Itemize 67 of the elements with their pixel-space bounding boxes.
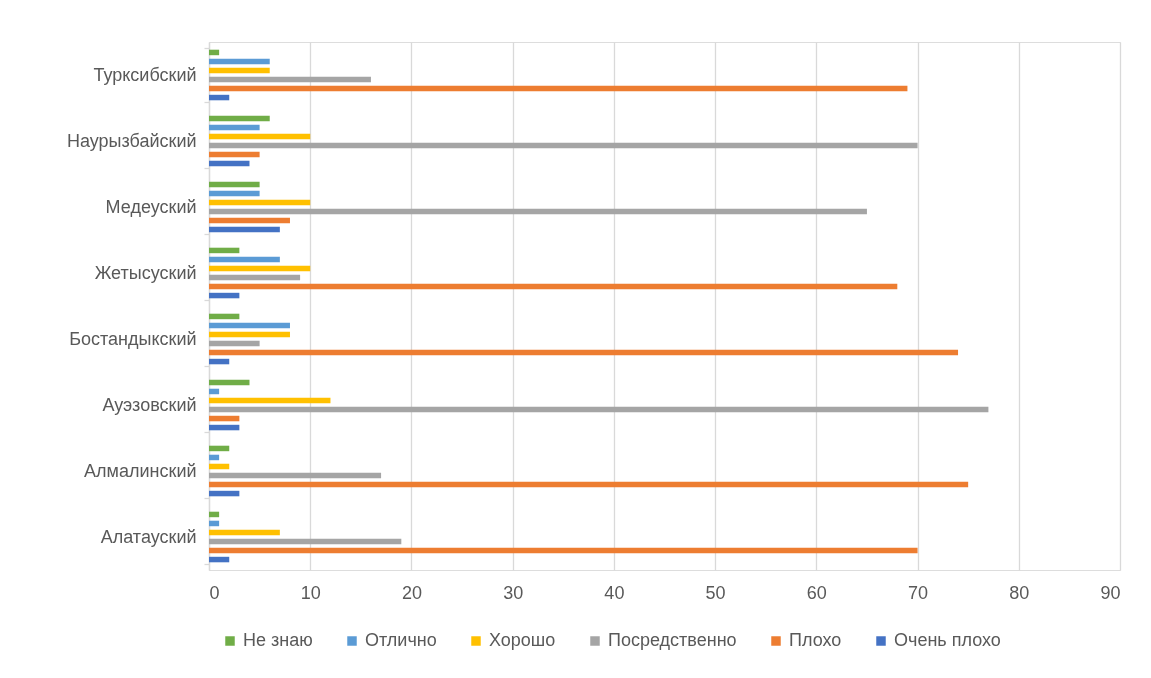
bar	[209, 445, 230, 452]
bar	[209, 538, 402, 545]
bar	[209, 142, 918, 149]
bar	[209, 283, 898, 290]
y-tick-label: Наурызбайский	[66, 130, 197, 151]
y-tick-label: Ауэзовский	[102, 394, 197, 415]
y-tick-label: Турксибский	[93, 64, 197, 85]
bar	[209, 331, 290, 338]
bar	[209, 481, 969, 488]
x-tick-label: 90	[1100, 582, 1121, 603]
bar	[209, 208, 867, 215]
x-tick-label: 10	[300, 582, 321, 603]
x-tick-label: 20	[401, 582, 422, 603]
bar	[209, 397, 331, 404]
bar	[209, 217, 290, 224]
x-tick-label: 30	[503, 582, 524, 603]
y-tick-label: Жетысуский	[94, 262, 197, 283]
x-tick-label: 80	[1009, 582, 1030, 603]
legend-label: Посредственно	[608, 630, 737, 650]
bar	[209, 58, 270, 65]
bar	[209, 115, 270, 122]
legend-label: Отлично	[365, 630, 437, 650]
bar	[209, 322, 290, 329]
bar	[209, 85, 908, 92]
bar	[209, 490, 240, 497]
bar	[209, 313, 240, 320]
bar	[209, 463, 230, 470]
bar	[209, 256, 280, 263]
bar	[209, 292, 240, 299]
bar	[209, 67, 270, 74]
bar	[209, 379, 250, 386]
legend-label: Не знаю	[243, 630, 313, 650]
bar	[209, 340, 260, 347]
bar	[209, 358, 230, 365]
y-tick-label: Алатауский	[100, 526, 197, 547]
y-tick-label: Алмалинский	[84, 460, 197, 481]
bar	[209, 199, 311, 206]
x-tick-label: 0	[209, 582, 220, 603]
bar	[209, 424, 240, 431]
bar	[209, 415, 240, 422]
bar	[209, 76, 371, 83]
bar	[209, 181, 260, 188]
x-tick-label: 60	[806, 582, 827, 603]
x-tick-label: 40	[604, 582, 625, 603]
bar	[209, 226, 280, 233]
legend-label: Очень плохо	[894, 630, 1001, 650]
bar	[209, 274, 301, 281]
y-tick-label: Бостандыкский	[69, 328, 197, 349]
bar	[209, 247, 240, 254]
bar	[209, 190, 260, 197]
bar	[209, 124, 260, 131]
bar	[209, 151, 260, 158]
bar	[209, 529, 280, 536]
bar	[209, 94, 230, 101]
y-tick-label: Медеуский	[105, 196, 197, 217]
bar	[209, 406, 989, 413]
bar	[209, 472, 382, 479]
bar	[209, 133, 311, 140]
bar	[209, 349, 959, 356]
legend-label: Хорошо	[489, 630, 556, 650]
bar	[209, 556, 230, 563]
bar	[209, 547, 918, 554]
bar	[209, 160, 250, 167]
x-tick-label: 50	[705, 582, 726, 603]
x-tick-label: 70	[908, 582, 929, 603]
legend-label: Плохо	[789, 630, 842, 650]
bar	[209, 265, 311, 272]
